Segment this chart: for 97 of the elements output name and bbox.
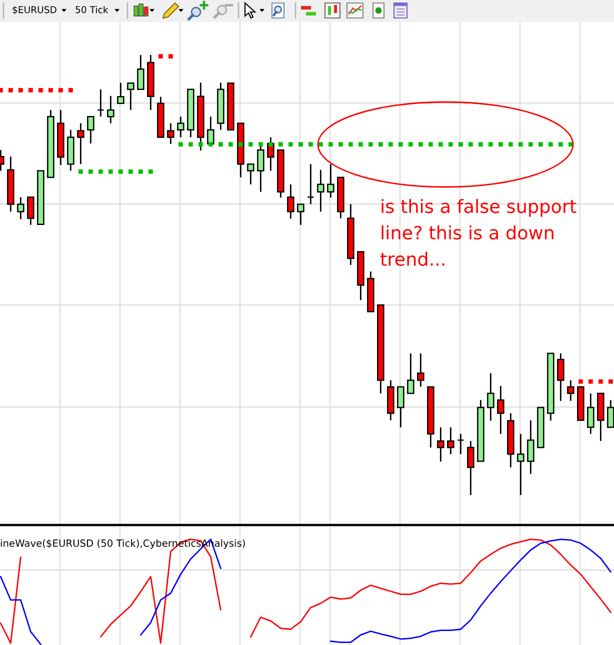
candlestick xyxy=(127,82,134,111)
candlestick xyxy=(487,372,494,422)
point xyxy=(28,88,33,92)
point xyxy=(128,169,133,174)
point xyxy=(88,169,93,174)
point xyxy=(228,142,233,147)
text: $EURUSD xyxy=(12,6,56,14)
point xyxy=(178,142,183,147)
point xyxy=(368,142,373,147)
candlestick xyxy=(307,163,314,205)
candlestick xyxy=(17,196,24,220)
candlestick xyxy=(607,399,614,428)
point xyxy=(148,169,153,174)
point xyxy=(168,54,173,59)
point xyxy=(468,142,473,147)
candlestick xyxy=(287,184,294,220)
point xyxy=(198,142,203,147)
candlestick xyxy=(497,385,504,435)
candlestick xyxy=(177,116,184,138)
point xyxy=(268,142,273,147)
point xyxy=(538,142,543,147)
candlestick xyxy=(557,352,564,402)
point xyxy=(598,379,603,384)
point xyxy=(108,169,113,174)
candlestick xyxy=(567,380,574,402)
candlestick xyxy=(257,143,264,193)
point xyxy=(578,379,583,384)
point xyxy=(98,169,103,174)
candlestick xyxy=(247,163,254,186)
candlestick xyxy=(517,433,524,496)
point xyxy=(608,379,613,384)
candlestick xyxy=(87,116,94,144)
point xyxy=(318,142,323,147)
candlestick xyxy=(27,196,34,226)
point xyxy=(8,88,13,92)
candlestick xyxy=(417,352,424,388)
point xyxy=(278,142,283,147)
point xyxy=(558,142,563,147)
candlestick xyxy=(107,95,114,124)
candlestick xyxy=(527,420,534,475)
point xyxy=(38,88,43,92)
candlestick xyxy=(297,203,304,226)
point xyxy=(188,142,193,147)
candlestick xyxy=(167,122,174,145)
candlestick xyxy=(467,440,474,496)
point xyxy=(48,88,53,92)
point xyxy=(328,142,333,147)
candlestick xyxy=(117,82,124,104)
candlestick xyxy=(447,426,454,455)
point xyxy=(218,142,223,147)
point xyxy=(118,169,123,174)
candlestick xyxy=(587,392,594,435)
point xyxy=(348,142,353,147)
point xyxy=(138,169,143,174)
point xyxy=(18,88,23,92)
point xyxy=(398,142,403,147)
point xyxy=(358,142,363,147)
point xyxy=(78,169,83,174)
point xyxy=(508,142,513,147)
candlestick xyxy=(457,433,464,455)
point xyxy=(448,142,453,147)
point xyxy=(58,88,63,92)
candlestick xyxy=(317,169,324,212)
annotation: is this a false support line? this is a down trend... xyxy=(380,199,576,266)
candlestick xyxy=(207,116,214,145)
point xyxy=(588,379,593,384)
point xyxy=(518,142,523,147)
point xyxy=(458,142,463,147)
point xyxy=(498,142,503,147)
point xyxy=(208,142,213,147)
point xyxy=(488,142,493,147)
text: 50 Tick xyxy=(76,6,108,14)
point xyxy=(298,142,303,147)
candlestick xyxy=(407,352,414,394)
point xyxy=(158,54,163,59)
point xyxy=(378,142,383,147)
point xyxy=(408,142,413,147)
candlestick xyxy=(327,163,334,198)
point xyxy=(258,142,263,147)
point xyxy=(68,88,73,92)
point xyxy=(238,142,243,147)
point xyxy=(428,142,433,147)
point xyxy=(418,142,423,147)
candlestick xyxy=(437,426,444,462)
candlestick xyxy=(77,122,84,165)
point xyxy=(388,142,393,147)
point xyxy=(248,142,253,147)
point xyxy=(528,142,533,147)
point xyxy=(308,142,313,147)
candlestick xyxy=(397,386,404,428)
candlestick xyxy=(137,54,144,90)
candlestick xyxy=(97,88,104,118)
point xyxy=(438,142,443,147)
point xyxy=(548,142,553,147)
point xyxy=(478,142,483,147)
point xyxy=(288,142,293,147)
point xyxy=(338,142,343,147)
